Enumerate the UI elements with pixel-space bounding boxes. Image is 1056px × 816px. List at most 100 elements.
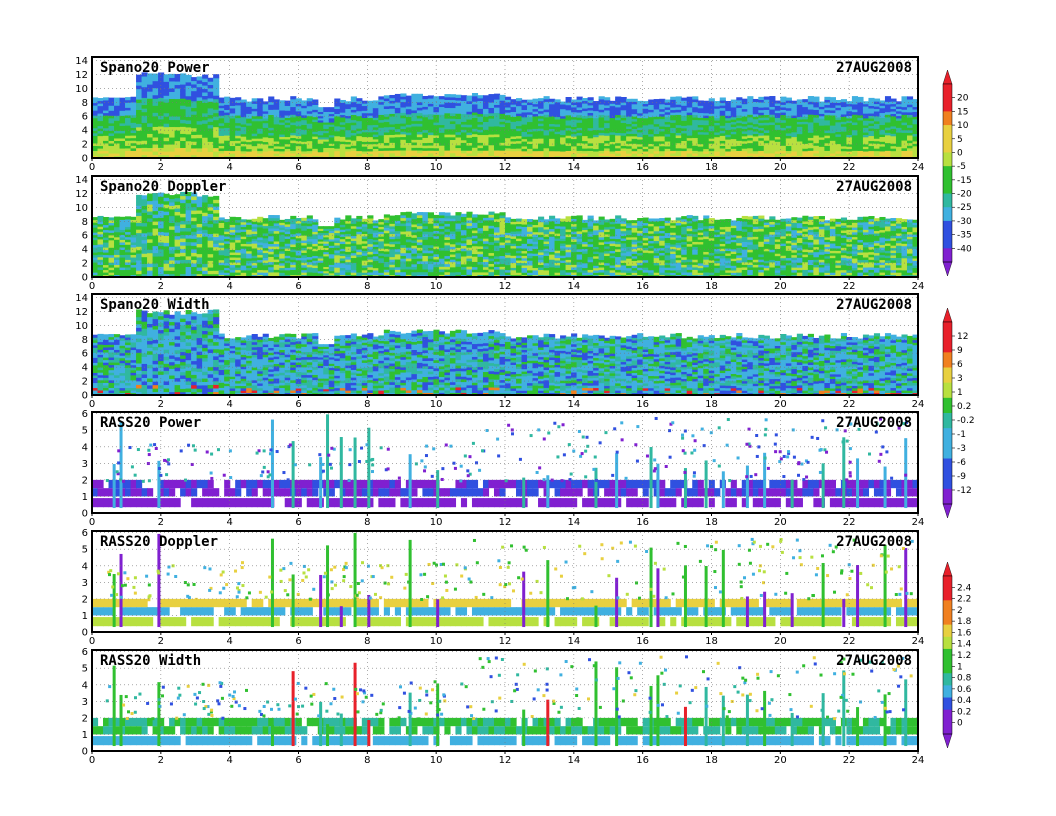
field-cell — [378, 111, 385, 115]
field-cell — [246, 269, 253, 273]
field-cell — [257, 246, 264, 251]
field-cell — [207, 87, 214, 92]
field-cell — [284, 252, 291, 256]
field-cell — [218, 242, 225, 246]
field-cell — [339, 221, 346, 225]
field-cell — [301, 272, 308, 276]
field-cell — [774, 136, 781, 140]
field-cell — [482, 155, 490, 159]
field-cell — [92, 219, 99, 223]
field-cell — [653, 133, 660, 137]
field-cell — [824, 104, 831, 108]
field-cell — [670, 96, 677, 100]
field-cell — [268, 137, 275, 141]
field-cell — [114, 229, 121, 233]
field-cell — [736, 152, 743, 157]
field-cell — [730, 116, 737, 120]
field-cell — [615, 142, 622, 146]
field-cell — [427, 124, 435, 128]
field-cell — [653, 103, 660, 108]
field-cell — [879, 126, 886, 130]
field-cell — [389, 94, 396, 99]
field-cell — [438, 127, 446, 131]
field-cell — [218, 249, 225, 253]
field-cell — [763, 104, 770, 108]
field-cell — [345, 153, 352, 157]
field-cell — [306, 138, 313, 142]
field-cell — [257, 241, 264, 245]
field-cell — [609, 150, 616, 154]
field-cell — [730, 102, 737, 106]
field-cell — [890, 108, 897, 112]
field-cell — [196, 213, 203, 218]
field-cell — [268, 240, 275, 245]
field-cell — [323, 107, 330, 110]
field-cell — [119, 110, 126, 114]
field-cell — [97, 221, 104, 225]
field-cell — [119, 219, 126, 223]
field-cell — [108, 137, 115, 141]
field-cell — [884, 145, 892, 149]
field-cell — [571, 111, 578, 115]
field-cell — [527, 114, 534, 118]
field-cell — [758, 112, 765, 116]
field-cell — [147, 193, 154, 198]
field-cell — [246, 141, 253, 145]
field-cell — [538, 100, 545, 104]
field-cell — [824, 122, 831, 126]
field-cell — [482, 100, 490, 104]
field-cell — [202, 266, 209, 271]
field-cell — [147, 214, 154, 219]
field-cell — [185, 206, 192, 211]
field-cell — [422, 119, 429, 123]
field-cell — [609, 124, 616, 128]
field-cell — [433, 106, 440, 110]
field-cell — [180, 216, 187, 221]
field-cell — [851, 106, 859, 110]
field-cell — [416, 112, 423, 116]
field-cell — [361, 243, 368, 247]
field-cell — [251, 145, 258, 149]
field-cell — [752, 116, 759, 120]
field-cell — [218, 269, 225, 273]
field-cell — [604, 122, 611, 126]
field-cell — [807, 142, 814, 146]
field-cell — [224, 127, 231, 131]
field-cell — [631, 123, 638, 127]
field-cell — [378, 119, 385, 123]
field-cell — [207, 230, 214, 235]
field-cell — [213, 81, 220, 86]
field-cell — [147, 203, 154, 209]
field-cell — [769, 103, 776, 107]
field-cell — [367, 215, 374, 219]
field-cell — [191, 245, 198, 250]
field-cell — [279, 269, 286, 273]
field-cell — [125, 259, 132, 263]
field-cell — [323, 111, 330, 115]
field-cell — [422, 121, 429, 126]
field-cell — [576, 132, 583, 136]
field-cell — [433, 114, 440, 118]
field-cell — [697, 126, 704, 130]
field-cell — [273, 264, 280, 268]
field-cell — [174, 112, 181, 117]
field-cell — [323, 243, 330, 246]
field-cell — [125, 246, 132, 250]
field-cell — [218, 97, 225, 101]
field-cell — [295, 113, 302, 117]
field-cell — [174, 154, 181, 159]
field-cell — [868, 105, 875, 109]
field-cell — [224, 240, 231, 244]
field-cell — [257, 140, 264, 144]
field-cell — [422, 126, 429, 131]
field-cell — [312, 111, 319, 115]
field-cell — [505, 127, 512, 131]
field-cell — [262, 245, 269, 249]
field-cell — [719, 140, 726, 144]
field-cell — [323, 143, 330, 146]
field-cell — [202, 74, 209, 79]
field-cell — [901, 116, 908, 121]
field-cell — [394, 115, 401, 119]
field-cell — [229, 112, 236, 116]
